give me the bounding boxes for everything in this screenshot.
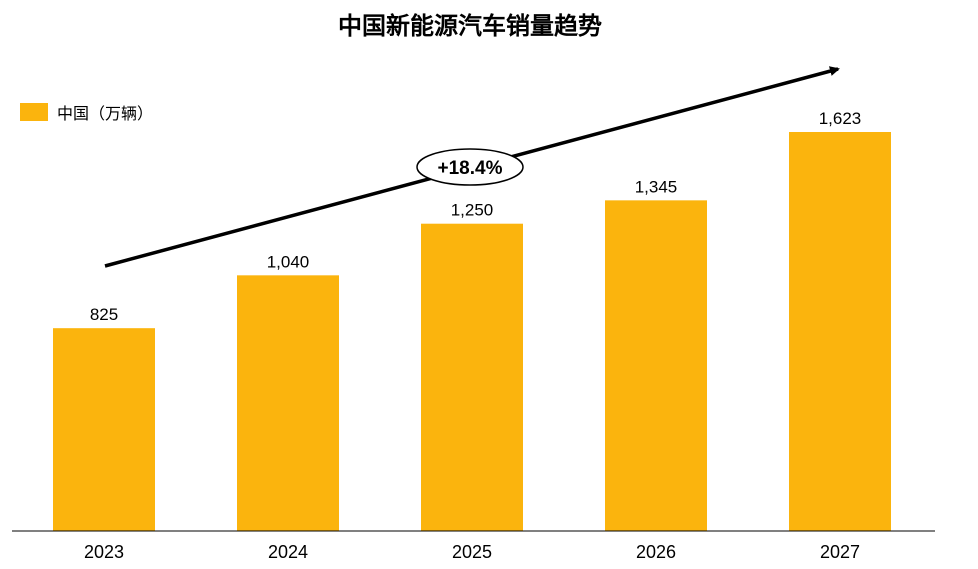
- legend-label: 中国（万辆）: [57, 104, 153, 123]
- x-tick-2026: 2026: [636, 542, 676, 562]
- data-label-2024: 1,040: [267, 252, 310, 271]
- legend: 中国（万辆）: [20, 103, 153, 123]
- data-label-2025: 1,250: [451, 201, 494, 220]
- data-label-2023: 825: [90, 305, 118, 324]
- growth-trend: +18.4%: [104, 66, 840, 268]
- x-tick-2025: 2025: [452, 542, 492, 562]
- bar-2024: [237, 275, 339, 531]
- data-labels: 825 1,040 1,250 1,345 1,623: [90, 109, 861, 324]
- bar-2023: [53, 328, 155, 531]
- x-tick-2027: 2027: [820, 542, 860, 562]
- data-label-2026: 1,345: [635, 177, 678, 196]
- growth-badge: [416, 148, 524, 186]
- chart-title: 中国新能源汽车销量趋势: [338, 11, 602, 40]
- bar-2027: [789, 132, 891, 531]
- bars: [53, 132, 891, 531]
- x-tick-2024: 2024: [268, 542, 308, 562]
- legend-swatch: [20, 103, 48, 121]
- bar-2026: [605, 200, 707, 531]
- growth-rate-label: +18.4%: [438, 158, 503, 179]
- x-tick-2023: 2023: [84, 542, 124, 562]
- bar-2025: [421, 223, 523, 531]
- data-label-2027: 1,623: [819, 109, 862, 128]
- x-axis-tick-labels: 2023 2024 2025 2026 2027: [84, 542, 860, 562]
